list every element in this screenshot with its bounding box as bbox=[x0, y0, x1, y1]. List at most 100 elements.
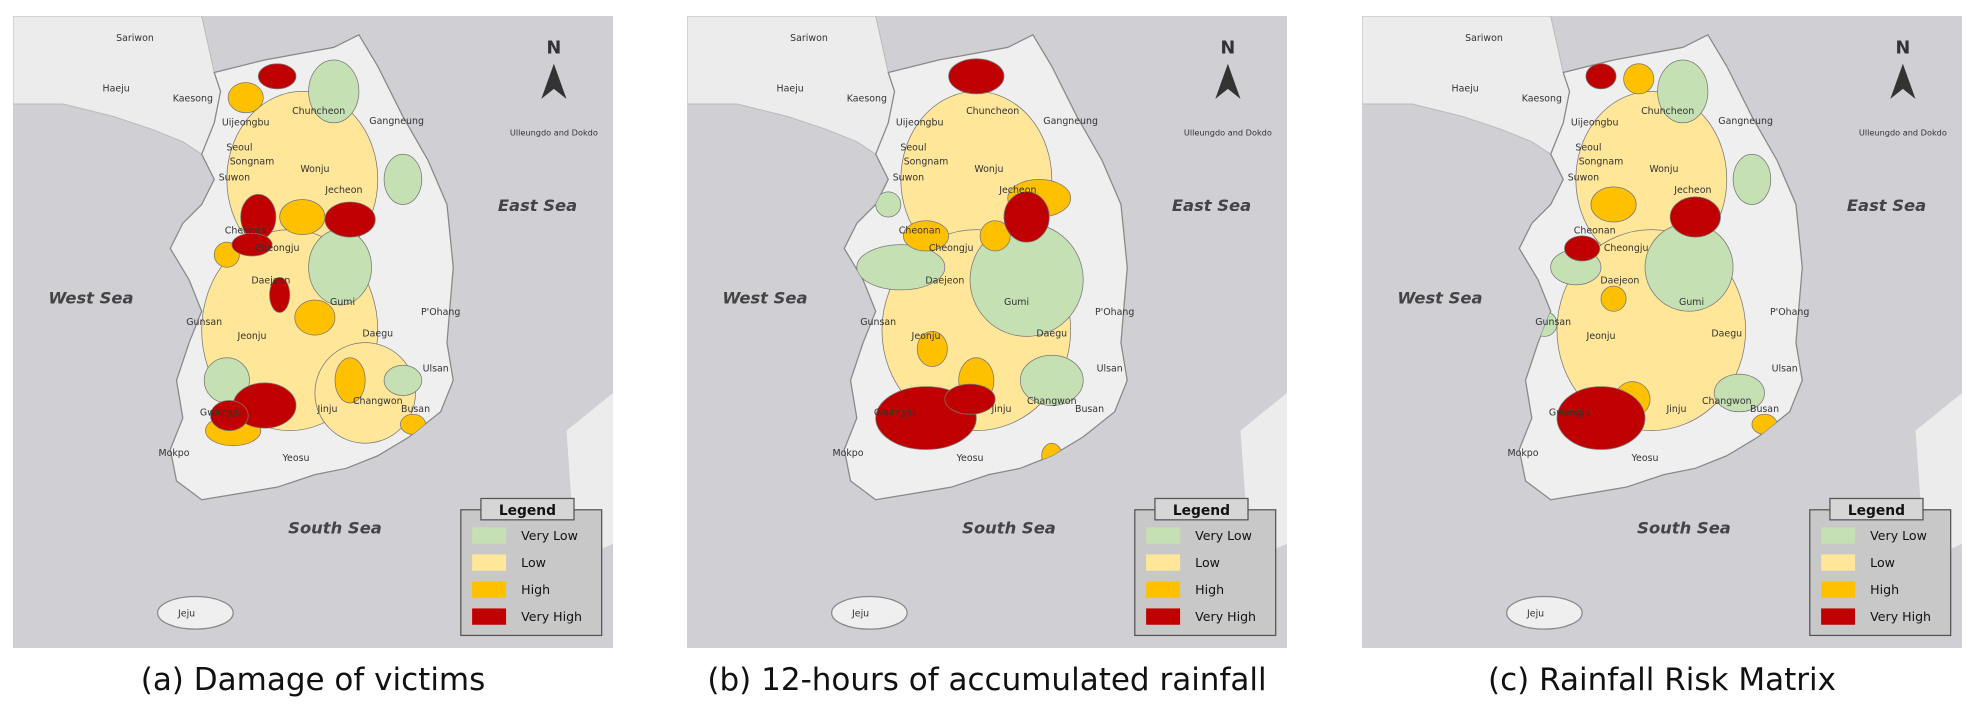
risk-region bbox=[944, 383, 996, 415]
place-label: Daegu bbox=[362, 328, 393, 339]
risk-region bbox=[269, 276, 291, 313]
place-label: Cheonan bbox=[225, 225, 267, 236]
place-label: Mokpo bbox=[158, 448, 189, 459]
legend-tab bbox=[1154, 497, 1249, 521]
place-label: Wonju bbox=[300, 164, 329, 175]
place-label: Songnam bbox=[1579, 156, 1624, 167]
place-label: Mokpo bbox=[1507, 448, 1538, 459]
place-label: P'Ohang bbox=[1095, 307, 1134, 318]
risk-region bbox=[383, 153, 423, 205]
legend-swatch bbox=[1821, 608, 1856, 625]
place-label: Gumi bbox=[1004, 297, 1029, 308]
place-label: Jeonju bbox=[1586, 331, 1616, 342]
place-label: Jeonju bbox=[237, 331, 267, 342]
place-label: Ulsan bbox=[423, 364, 449, 375]
place-label: Wonju bbox=[1649, 164, 1678, 175]
place-label: Ulleungdo and Dokdo bbox=[510, 127, 598, 137]
sea-label: West Sea bbox=[722, 289, 807, 308]
place-label: Songnam bbox=[904, 156, 949, 167]
place-label: Chuncheon bbox=[966, 106, 1019, 117]
place-label: Sariwon bbox=[116, 33, 154, 44]
risk-region bbox=[1657, 59, 1709, 124]
place-label: Yeosu bbox=[956, 453, 984, 464]
place-label: Daegu bbox=[1036, 328, 1067, 339]
legend-label: Very Low bbox=[1870, 528, 1927, 543]
north-arrow bbox=[541, 63, 567, 99]
legend-label: Low bbox=[1870, 555, 1895, 570]
jeju bbox=[1506, 595, 1583, 630]
place-label: Changwon bbox=[1027, 396, 1077, 407]
place-label: Daegu bbox=[1711, 328, 1742, 339]
north-land bbox=[13, 16, 222, 155]
legend-label: Very High bbox=[521, 609, 582, 624]
place-label: Suwon bbox=[893, 173, 924, 184]
place-label: Gwangju bbox=[874, 408, 915, 419]
place-label: Gumi bbox=[1679, 297, 1704, 308]
legend-tab bbox=[480, 497, 575, 521]
legend-label: Very High bbox=[1195, 609, 1256, 624]
place-label: Jinju bbox=[1665, 404, 1686, 415]
place-label: Chuncheon bbox=[292, 106, 345, 117]
place-label: Jecheon bbox=[1673, 185, 1711, 196]
risk-region bbox=[1585, 63, 1617, 90]
place-label: Kaesong bbox=[847, 93, 887, 104]
risk-region bbox=[324, 201, 376, 238]
map-panel: Sariwon Haeju Kaesong Uijeongbu Chuncheon Gan… bbox=[687, 16, 1287, 648]
risk-region bbox=[1713, 373, 1765, 413]
map-panel: Sariwon Haeju Kaesong Uijeongbu Chuncheon Gan… bbox=[13, 16, 613, 648]
place-label: Seoul bbox=[900, 142, 926, 153]
place-label: Haeju bbox=[103, 83, 130, 94]
place-label: Daejeon bbox=[251, 276, 290, 287]
place-label: Gunsan bbox=[1535, 317, 1571, 328]
place-label: Daejeon bbox=[1600, 276, 1639, 287]
place-label: Gangneung bbox=[1043, 116, 1098, 127]
legend-swatch bbox=[1146, 608, 1181, 625]
place-label: Jeonju bbox=[911, 331, 941, 342]
legend-swatch bbox=[1146, 527, 1181, 544]
place-label: P'Ohang bbox=[1770, 307, 1809, 318]
place-label: Suwon bbox=[1568, 173, 1599, 184]
risk-region bbox=[1019, 354, 1084, 406]
sea-label: South Sea bbox=[1637, 519, 1731, 538]
legend-swatch bbox=[472, 581, 507, 598]
regions bbox=[856, 58, 1084, 469]
risk-region bbox=[1732, 153, 1772, 205]
sea-label: East Sea bbox=[1847, 196, 1926, 215]
risk-region bbox=[210, 400, 249, 432]
place-label: Haeju bbox=[777, 83, 804, 94]
sea-label: West Sea bbox=[48, 289, 133, 308]
place-label: Gwangju bbox=[200, 408, 241, 419]
place-label: Ulsan bbox=[1097, 364, 1123, 375]
legend-swatch bbox=[1146, 581, 1181, 598]
place-label: Cheongju bbox=[1604, 243, 1649, 254]
place-label: Busan bbox=[1075, 404, 1104, 415]
place-label: Ulleungdo and Dokdo bbox=[1184, 127, 1272, 137]
risk-region bbox=[1600, 285, 1627, 312]
place-label: Cheonan bbox=[899, 225, 941, 236]
place-label: Uijeongbu bbox=[896, 117, 944, 128]
risk-region bbox=[294, 299, 336, 336]
north-label: N bbox=[1221, 39, 1236, 59]
risk-region bbox=[1564, 235, 1601, 262]
place-label: Haeju bbox=[1452, 83, 1479, 94]
place-label: Sariwon bbox=[790, 33, 828, 44]
caption: (c) Rainfall Risk Matrix bbox=[1488, 662, 1836, 698]
place-label: Jinju bbox=[316, 404, 337, 415]
legend-label: High bbox=[1195, 582, 1224, 597]
place-label: Gunsan bbox=[186, 317, 222, 328]
place-label: Cheongju bbox=[929, 243, 974, 254]
sea-label: East Sea bbox=[498, 196, 577, 215]
legend-tab bbox=[1829, 497, 1924, 521]
place-label: P'Ohang bbox=[421, 307, 460, 318]
risk-region bbox=[227, 82, 264, 114]
place-label: Cheonan bbox=[1574, 225, 1616, 236]
sea-label: East Sea bbox=[1172, 196, 1251, 215]
risk-region bbox=[1003, 191, 1050, 243]
north-arrow bbox=[1890, 63, 1916, 99]
legend-swatch bbox=[1821, 554, 1856, 571]
place-label: Mokpo bbox=[832, 448, 863, 459]
place-label: Jinju bbox=[990, 404, 1011, 415]
legend-title: Legend bbox=[1848, 503, 1905, 519]
risk-region bbox=[1590, 186, 1637, 223]
